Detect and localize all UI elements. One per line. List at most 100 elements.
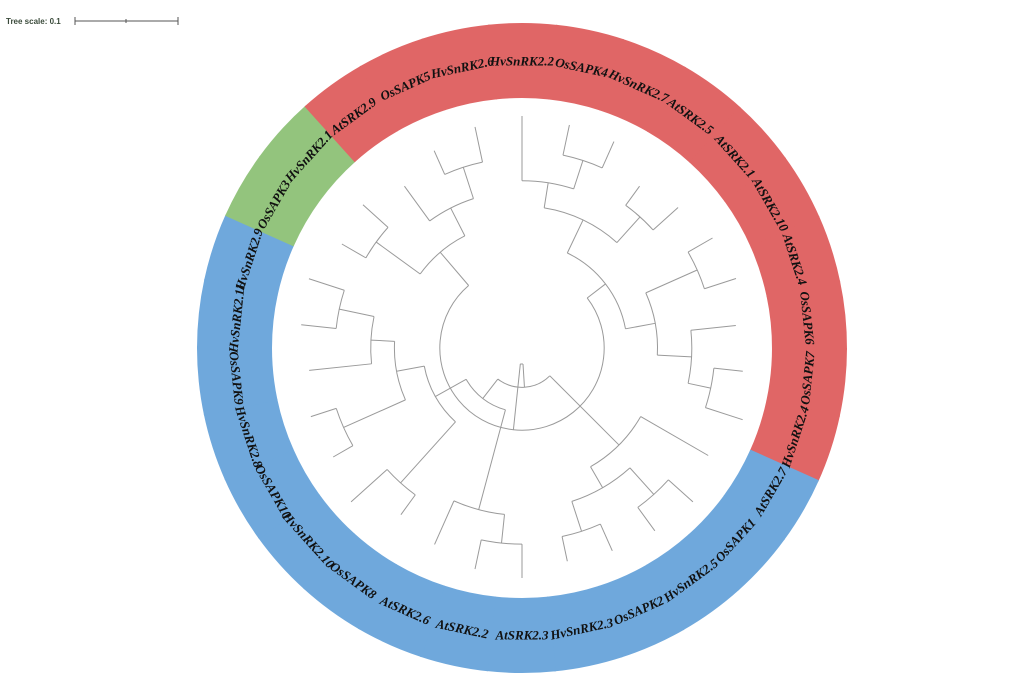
tree-branch-arc: [335, 290, 345, 329]
tree-branch: [400, 494, 416, 515]
tree-branch-arc: [637, 479, 669, 508]
tree-branch: [332, 445, 354, 458]
ring-sector: [486, 596, 556, 673]
tree-branch: [341, 243, 367, 259]
tree-branch: [375, 241, 421, 275]
ring-sector: [599, 38, 686, 133]
leaf-label: AtSRK2.3: [494, 628, 549, 643]
ring-sector: [766, 280, 847, 350]
tree-branch: [566, 219, 584, 254]
ring-sector: [421, 24, 498, 111]
tree-branch: [482, 378, 499, 399]
tree-branch: [301, 324, 337, 329]
ring-sector: [488, 22, 558, 100]
tree-branch: [450, 207, 466, 237]
tree-branch-arc: [704, 368, 715, 408]
ring-sector: [647, 66, 741, 164]
ring-sector: [688, 494, 785, 591]
tree-branch: [562, 124, 570, 156]
tree-branch: [713, 367, 743, 372]
tree-branch: [404, 185, 431, 222]
ring-sector: [225, 155, 321, 247]
leaf-label: HvSnRK2.11: [225, 283, 247, 355]
tree-branch: [343, 399, 406, 428]
tree-branch: [599, 523, 613, 552]
tree-branch: [500, 514, 506, 544]
leaf-label: HvSnRK2.2: [489, 54, 554, 69]
tree-branch: [478, 409, 506, 510]
tree-branch: [433, 150, 446, 175]
tree-branch: [308, 278, 345, 291]
ring-sector: [546, 585, 623, 672]
leaf-label: OsSAPK9: [226, 351, 247, 406]
tree-branch: [396, 365, 425, 372]
tree-branch: [474, 126, 483, 163]
tree-branch: [629, 467, 655, 495]
ring-sector: [419, 585, 496, 672]
tree-branch: [522, 363, 525, 388]
ring-sector: [766, 348, 847, 418]
tree-branch-arc: [444, 161, 483, 175]
tree-branch: [350, 469, 388, 503]
tree-branch-arc: [439, 285, 605, 431]
tree-branch: [571, 501, 583, 532]
tree-branch: [549, 375, 620, 446]
tree-branch-arc: [365, 227, 389, 259]
tree-branch: [400, 421, 456, 484]
group-color-ring: [197, 22, 847, 673]
tree-branch: [339, 308, 375, 318]
tree-branch: [601, 141, 615, 169]
tree-branch: [625, 322, 656, 330]
tree-scale: Tree scale: 0.1: [6, 17, 179, 26]
tree-branch: [687, 382, 711, 389]
tree-branch: [439, 251, 470, 286]
tree-branch: [590, 466, 604, 488]
tree-branch: [309, 363, 372, 371]
tree-branch: [640, 416, 709, 456]
tree-branch: [435, 378, 467, 397]
ring-sector: [723, 449, 819, 541]
ring-sector: [203, 398, 294, 481]
tree-branch-arc: [687, 251, 705, 289]
tree-branch: [370, 339, 395, 342]
tree-branch: [652, 207, 679, 231]
ring-sector: [749, 399, 840, 482]
tree-branch: [705, 407, 743, 421]
tree-branches: [301, 116, 743, 578]
tree-branch: [586, 283, 606, 299]
ring-sector: [724, 156, 820, 248]
tree-branch: [687, 237, 713, 253]
tree-branch: [561, 536, 568, 562]
tree-branch-arc: [423, 366, 456, 423]
ring-sector: [258, 493, 355, 590]
tree-branch: [637, 507, 656, 532]
tree-branch: [645, 269, 698, 294]
tree-branch: [657, 354, 692, 358]
tree-branch: [668, 479, 694, 503]
ring-sector: [598, 564, 685, 658]
tree-branch: [543, 182, 549, 208]
tree-branch: [462, 167, 474, 199]
ring-sector: [197, 278, 278, 348]
ring-sector: [197, 346, 278, 416]
tree-branch: [690, 325, 736, 331]
leaf-label: OsSAPK7: [797, 350, 818, 405]
tree-branch: [362, 204, 389, 228]
ring-sector: [359, 38, 446, 132]
tree-branch: [434, 500, 455, 545]
ring-sector: [259, 105, 356, 202]
ring-sector: [689, 106, 786, 203]
tree-branch: [573, 160, 584, 190]
ring-sector: [303, 532, 397, 630]
tree-branch: [474, 539, 482, 570]
ring-sector: [204, 214, 295, 297]
tree-branch: [616, 216, 641, 243]
tree-scale-label: Tree scale: 0.1: [6, 17, 61, 26]
ring-sector: [358, 563, 445, 658]
tree-branch: [512, 363, 521, 430]
tree-branch: [704, 277, 737, 290]
ring-sector: [224, 448, 320, 540]
tree-branch: [310, 407, 337, 418]
ring-sector: [548, 24, 625, 111]
